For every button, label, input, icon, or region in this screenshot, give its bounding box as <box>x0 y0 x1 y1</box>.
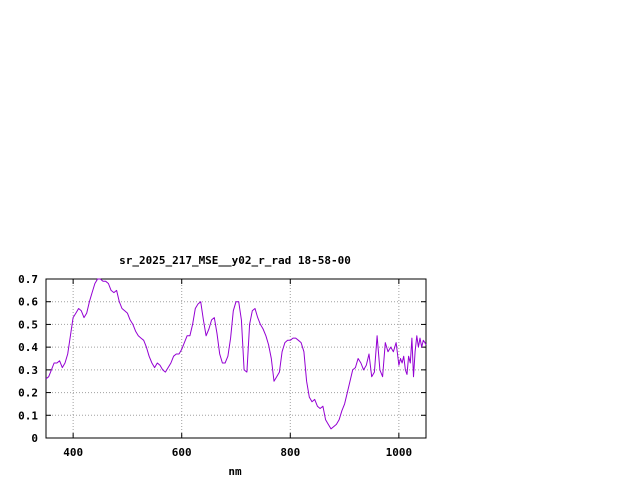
y-tick-label: 0 <box>31 432 38 445</box>
y-tick-label: 0.4 <box>18 341 38 354</box>
y-tick-label: 0.2 <box>18 387 38 400</box>
y-tick-label: 0.6 <box>18 296 38 309</box>
plot-frame <box>45 278 427 439</box>
y-tick-label: 0.1 <box>18 409 38 422</box>
y-tick-label: 0.7 <box>18 273 38 286</box>
x-tick-label: 1000 <box>386 446 413 459</box>
x-tick-label: 600 <box>172 446 192 459</box>
x-tick-label: 800 <box>280 446 300 459</box>
x-axis-label: nm <box>228 465 242 478</box>
x-tick-label: 400 <box>63 446 83 459</box>
y-tick-label: 0.5 <box>18 318 38 331</box>
chart-title: sr_2025_217_MSE__y02_r_rad 18-58-00 <box>119 254 351 267</box>
axis-ticks: 0 0.1 0.2 0.3 0.4 0.5 0.6 0.7 400 600 800 1000 <box>18 273 426 459</box>
y-tick-label: 0.3 <box>18 364 38 377</box>
series-line <box>45 278 427 430</box>
series-layer <box>45 278 427 430</box>
